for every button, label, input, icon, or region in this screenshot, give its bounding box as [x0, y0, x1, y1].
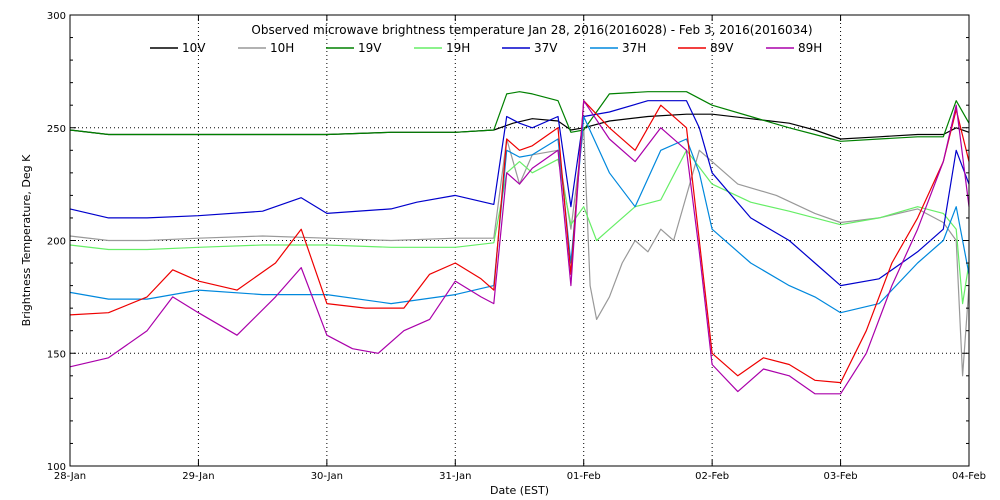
x-tick-label-01-Feb: 01-Feb: [567, 471, 601, 482]
y-axis-label: Brightness Temperature, Deg K: [20, 154, 33, 326]
legend-label-37H: 37H: [622, 41, 646, 55]
series-line-10H: [69, 127, 970, 377]
y-tick-label-100: 100: [47, 462, 66, 473]
series-line-37V: [69, 100, 970, 287]
chart-title: Observed microwave brightness temperatur…: [251, 23, 812, 37]
legend-label-37V: 37V: [534, 41, 558, 55]
legend-label-10V: 10V: [182, 41, 206, 55]
legend-label-89H: 89H: [798, 41, 822, 55]
legend-label-89V: 89V: [710, 41, 734, 55]
series-line-19H: [69, 149, 970, 305]
legend-label-19V: 19V: [358, 41, 382, 55]
series-line-37H: [69, 115, 970, 314]
x-axis-label: Date (EST): [490, 484, 549, 497]
x-tick-label-02-Feb: 02-Feb: [695, 471, 729, 482]
x-tick-label-30-Jan: 30-Jan: [311, 471, 343, 482]
y-tick-label-150: 150: [47, 349, 66, 360]
legend-label-19H: 19H: [446, 41, 470, 55]
x-tick-label-28-Jan: 28-Jan: [54, 471, 86, 482]
y-tick-label-250: 250: [47, 124, 66, 135]
x-tick-label-29-Jan: 29-Jan: [182, 471, 214, 482]
y-tick-label-200: 200: [47, 237, 66, 248]
series-line-89V: [69, 100, 970, 384]
legend-label-10H: 10H: [270, 41, 294, 55]
series-line-19V: [69, 91, 970, 142]
x-tick-label-04-Feb: 04-Feb: [952, 471, 986, 482]
series-line-10V: [69, 113, 970, 140]
series-line-89H: [69, 100, 970, 395]
x-tick-label-31-Jan: 31-Jan: [439, 471, 471, 482]
y-tick-label-300: 300: [47, 11, 66, 22]
x-tick-label-03-Feb: 03-Feb: [824, 471, 858, 482]
